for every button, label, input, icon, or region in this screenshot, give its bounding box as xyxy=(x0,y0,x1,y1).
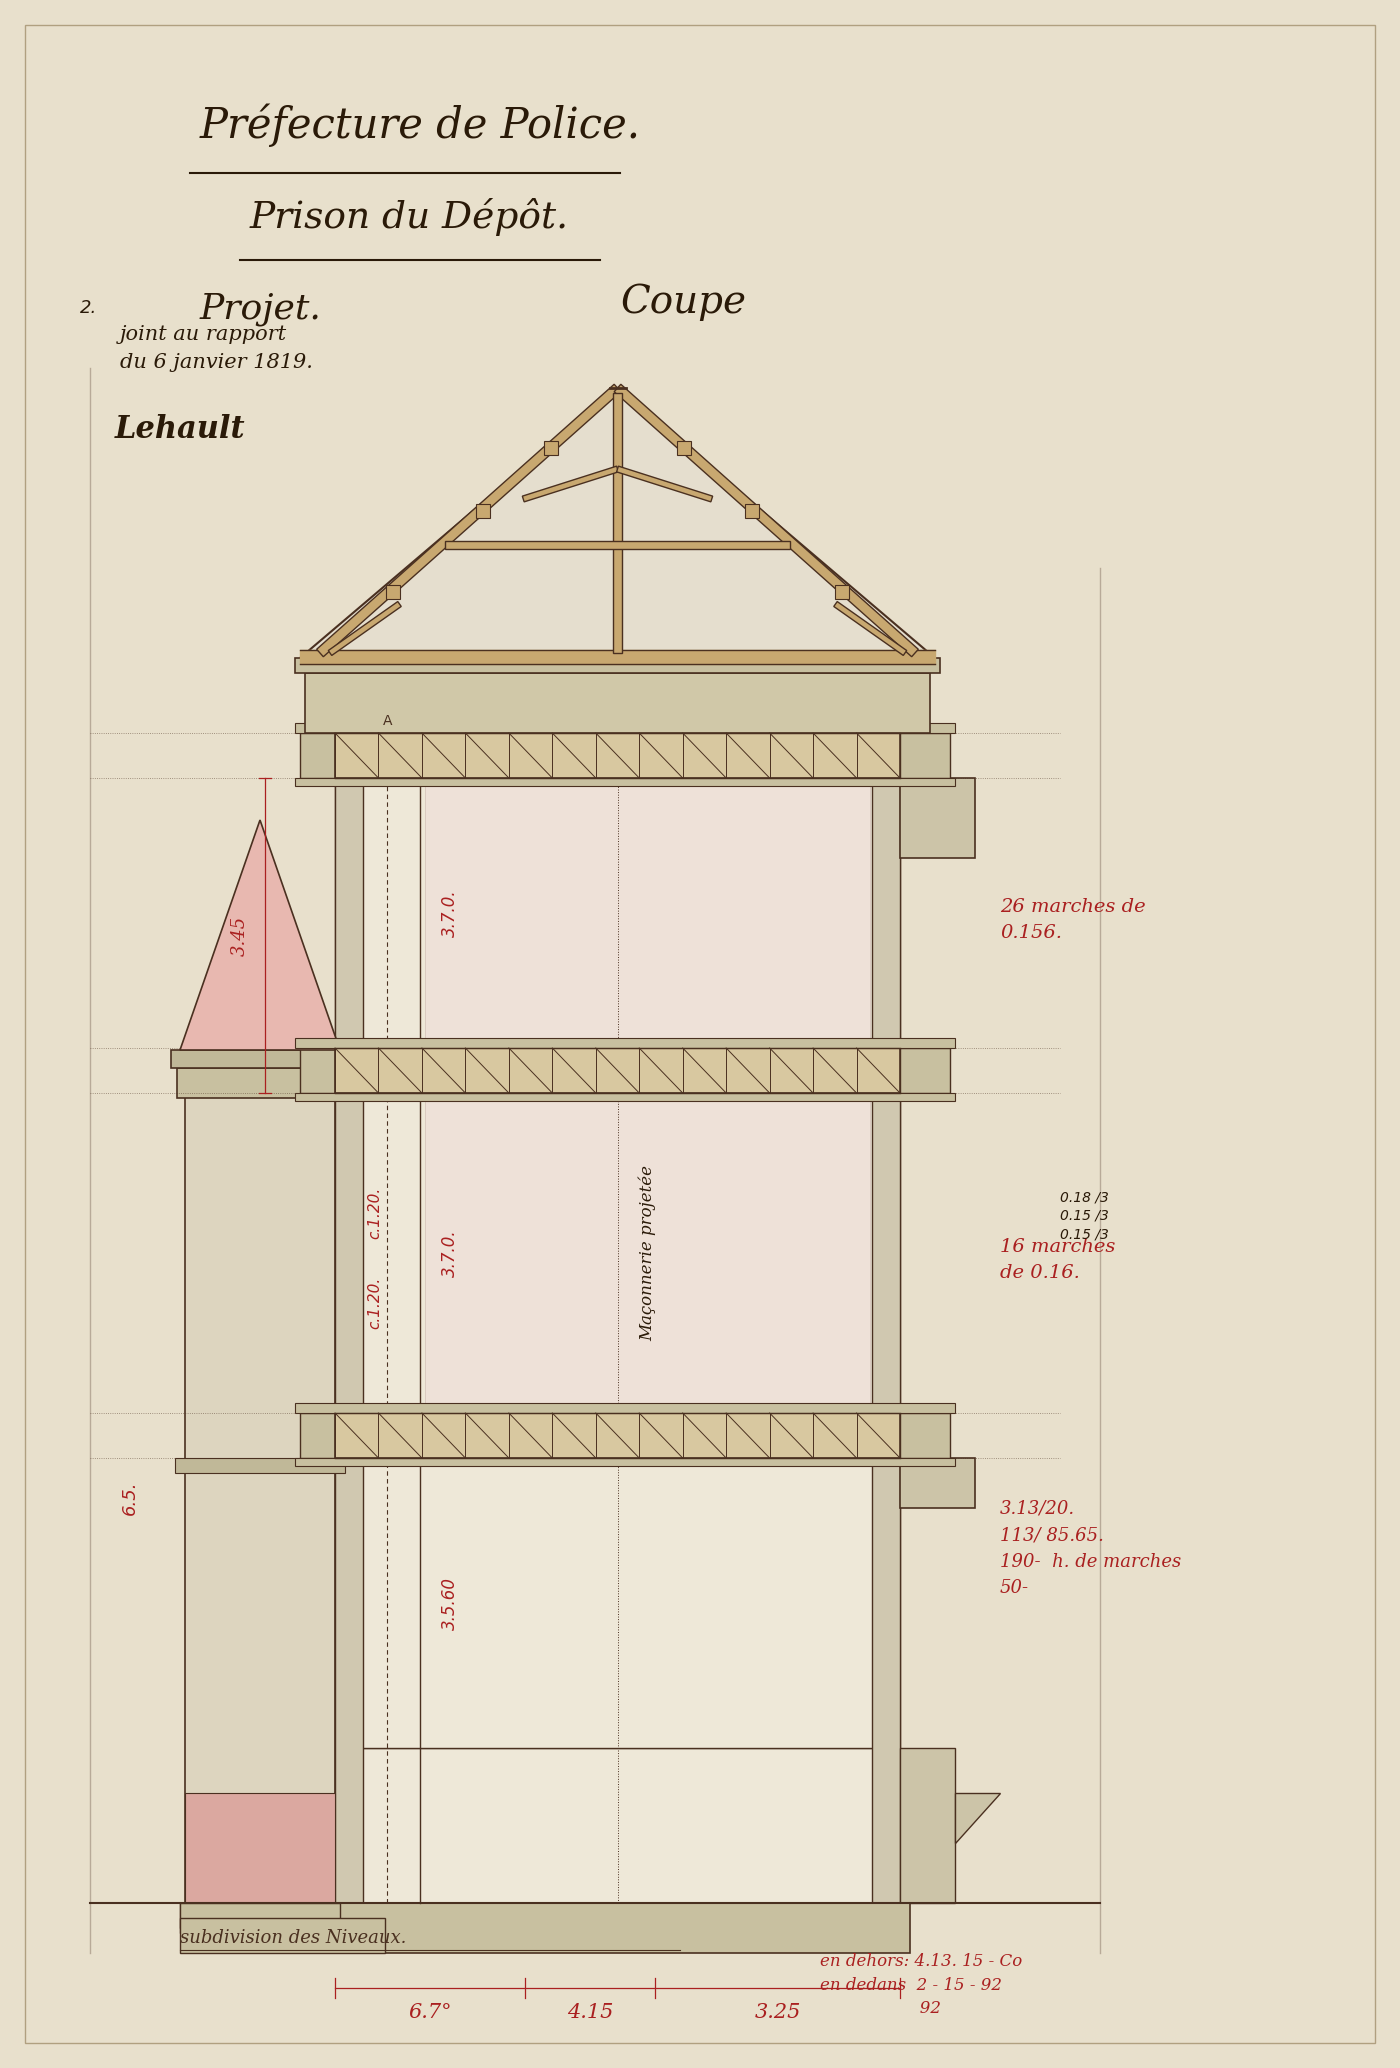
Text: Prison du Dépôt.: Prison du Dépôt. xyxy=(251,199,568,236)
Text: 3.25: 3.25 xyxy=(755,2004,801,2023)
Bar xyxy=(335,1094,900,1412)
Polygon shape xyxy=(181,821,340,1051)
Bar xyxy=(335,1048,900,1094)
Bar xyxy=(300,1412,335,1458)
Bar xyxy=(295,1458,955,1466)
Polygon shape xyxy=(834,602,907,656)
Polygon shape xyxy=(316,385,620,658)
Bar xyxy=(678,440,692,455)
Text: Préfecture de Police.: Préfecture de Police. xyxy=(200,103,641,147)
Bar xyxy=(295,1094,955,1100)
Text: 3.13/20.
113/ 85.65.
190-  h. de marches
50-: 3.13/20. 113/ 85.65. 190- h. de marches … xyxy=(1000,1499,1182,1596)
Bar xyxy=(834,585,848,598)
Bar xyxy=(900,778,974,858)
Bar xyxy=(300,732,335,778)
Bar xyxy=(335,767,363,1903)
Bar xyxy=(335,1412,900,1458)
Polygon shape xyxy=(955,1793,1000,1843)
Text: Lehault: Lehault xyxy=(115,414,245,445)
Bar xyxy=(295,778,955,786)
Bar xyxy=(335,1458,900,1747)
Bar xyxy=(181,1917,385,1952)
Text: A: A xyxy=(384,713,392,728)
Text: 3.7.0.: 3.7.0. xyxy=(441,1228,459,1276)
Text: 0.18 /3
0.15 /3
0.15 /3: 0.18 /3 0.15 /3 0.15 /3 xyxy=(1060,1191,1109,1241)
Bar xyxy=(335,1747,900,1903)
Polygon shape xyxy=(445,540,790,548)
Polygon shape xyxy=(522,465,619,503)
Bar xyxy=(335,672,900,732)
Bar xyxy=(175,1458,344,1472)
Bar xyxy=(176,1067,343,1098)
Text: 3.45: 3.45 xyxy=(231,916,249,955)
Text: 16 marches
de 0.16.: 16 marches de 0.16. xyxy=(1000,1237,1116,1282)
Text: c.1.20.: c.1.20. xyxy=(367,1187,382,1239)
Bar xyxy=(171,1051,349,1067)
Bar xyxy=(545,440,559,455)
Bar xyxy=(386,585,400,598)
Text: 6.5.: 6.5. xyxy=(120,1481,139,1516)
Text: 26 marches de
0.156.: 26 marches de 0.156. xyxy=(1000,898,1145,943)
Polygon shape xyxy=(615,385,918,658)
Text: Maçonnerie projetée: Maçonnerie projetée xyxy=(638,1164,657,1340)
Polygon shape xyxy=(616,465,713,503)
Bar xyxy=(295,1402,955,1412)
Bar xyxy=(900,1412,951,1458)
Text: 3.7.0.: 3.7.0. xyxy=(441,889,459,937)
Bar xyxy=(295,658,939,672)
Bar xyxy=(185,1793,335,1903)
Text: c.1.20.: c.1.20. xyxy=(367,1276,382,1330)
Text: en dehors: 4.13. 15 - Co
en dedans  2 - 15 - 92
                   92: en dehors: 4.13. 15 - Co en dedans 2 - 1… xyxy=(820,1952,1022,2016)
Text: subdivision des Niveaux.: subdivision des Niveaux. xyxy=(181,1929,406,1946)
Bar xyxy=(900,1747,955,1903)
Text: joint au rapport
du 6 janvier 1819.: joint au rapport du 6 janvier 1819. xyxy=(120,325,312,372)
Bar xyxy=(426,784,869,1042)
Bar xyxy=(900,1458,974,1508)
Bar xyxy=(181,1903,340,1934)
Text: 6.7°: 6.7° xyxy=(409,2004,452,2023)
Polygon shape xyxy=(613,393,622,653)
Bar xyxy=(745,503,759,517)
Bar xyxy=(900,732,951,778)
Text: 4.15: 4.15 xyxy=(567,2004,613,2023)
Bar xyxy=(335,732,900,778)
Polygon shape xyxy=(328,602,402,656)
Bar xyxy=(872,767,900,1903)
Bar xyxy=(300,1048,335,1094)
Text: Projet.: Projet. xyxy=(200,292,322,325)
Bar xyxy=(181,1903,340,1927)
Text: 2.: 2. xyxy=(80,300,97,316)
Bar xyxy=(426,1098,869,1408)
Text: Coupe: Coupe xyxy=(620,283,746,321)
Bar xyxy=(305,672,930,732)
Polygon shape xyxy=(300,389,935,658)
Bar xyxy=(295,724,955,732)
Bar xyxy=(325,1903,910,1952)
Bar xyxy=(900,1048,951,1094)
Bar xyxy=(295,1038,955,1048)
Bar xyxy=(335,778,900,1048)
Bar xyxy=(185,1067,335,1903)
Bar xyxy=(476,503,490,517)
Text: 3.5.60: 3.5.60 xyxy=(441,1576,459,1630)
